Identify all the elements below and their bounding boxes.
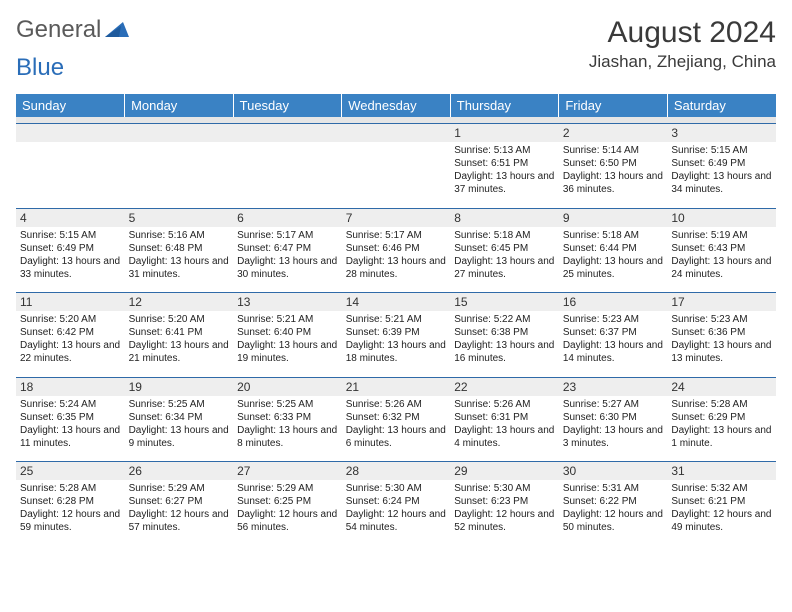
day-detail: Sunrise: 5:26 AM Sunset: 6:32 PM Dayligh… bbox=[342, 396, 451, 462]
day-detail: Sunrise: 5:15 AM Sunset: 6:49 PM Dayligh… bbox=[16, 227, 125, 293]
day-number: 29 bbox=[450, 462, 559, 481]
day-number: 14 bbox=[342, 293, 451, 312]
logo-triangle-icon bbox=[105, 16, 129, 44]
week-number-row: 25262728293031 bbox=[16, 462, 776, 481]
day-number: 15 bbox=[450, 293, 559, 312]
week-detail-row: Sunrise: 5:28 AM Sunset: 6:28 PM Dayligh… bbox=[16, 480, 776, 546]
day-detail: Sunrise: 5:32 AM Sunset: 6:21 PM Dayligh… bbox=[667, 480, 776, 546]
day-number: 12 bbox=[125, 293, 234, 312]
day-detail: Sunrise: 5:20 AM Sunset: 6:42 PM Dayligh… bbox=[16, 311, 125, 377]
day-number: 5 bbox=[125, 208, 234, 227]
day-detail: Sunrise: 5:30 AM Sunset: 6:24 PM Dayligh… bbox=[342, 480, 451, 546]
day-detail: Sunrise: 5:23 AM Sunset: 6:37 PM Dayligh… bbox=[559, 311, 668, 377]
day-header: Friday bbox=[559, 94, 668, 117]
day-number: 7 bbox=[342, 208, 451, 227]
day-detail: Sunrise: 5:22 AM Sunset: 6:38 PM Dayligh… bbox=[450, 311, 559, 377]
logo: General bbox=[16, 16, 131, 44]
week-detail-row: Sunrise: 5:15 AM Sunset: 6:49 PM Dayligh… bbox=[16, 227, 776, 293]
month-title: August 2024 bbox=[589, 16, 776, 50]
day-header: Monday bbox=[125, 94, 234, 117]
day-detail: Sunrise: 5:29 AM Sunset: 6:25 PM Dayligh… bbox=[233, 480, 342, 546]
day-detail bbox=[125, 142, 234, 208]
day-header: Tuesday bbox=[233, 94, 342, 117]
calendar-weeks: 123Sunrise: 5:13 AM Sunset: 6:51 PM Dayl… bbox=[16, 123, 776, 546]
day-detail: Sunrise: 5:18 AM Sunset: 6:44 PM Dayligh… bbox=[559, 227, 668, 293]
week-number-row: 45678910 bbox=[16, 208, 776, 227]
day-detail: Sunrise: 5:23 AM Sunset: 6:36 PM Dayligh… bbox=[667, 311, 776, 377]
day-detail: Sunrise: 5:31 AM Sunset: 6:22 PM Dayligh… bbox=[559, 480, 668, 546]
day-detail: Sunrise: 5:17 AM Sunset: 6:46 PM Dayligh… bbox=[342, 227, 451, 293]
day-number: 27 bbox=[233, 462, 342, 481]
day-number: 4 bbox=[16, 208, 125, 227]
day-number: 24 bbox=[667, 377, 776, 396]
day-detail bbox=[16, 142, 125, 208]
day-number: 20 bbox=[233, 377, 342, 396]
day-detail: Sunrise: 5:17 AM Sunset: 6:47 PM Dayligh… bbox=[233, 227, 342, 293]
week-detail-row: Sunrise: 5:20 AM Sunset: 6:42 PM Dayligh… bbox=[16, 311, 776, 377]
day-detail: Sunrise: 5:30 AM Sunset: 6:23 PM Dayligh… bbox=[450, 480, 559, 546]
day-number: 9 bbox=[559, 208, 668, 227]
day-detail: Sunrise: 5:14 AM Sunset: 6:50 PM Dayligh… bbox=[559, 142, 668, 208]
day-detail: Sunrise: 5:15 AM Sunset: 6:49 PM Dayligh… bbox=[667, 142, 776, 208]
logo-text-blue: Blue bbox=[16, 54, 64, 81]
day-detail: Sunrise: 5:16 AM Sunset: 6:48 PM Dayligh… bbox=[125, 227, 234, 293]
day-number: 11 bbox=[16, 293, 125, 312]
day-number: 10 bbox=[667, 208, 776, 227]
day-number: 17 bbox=[667, 293, 776, 312]
day-number: 18 bbox=[16, 377, 125, 396]
day-detail: Sunrise: 5:24 AM Sunset: 6:35 PM Dayligh… bbox=[16, 396, 125, 462]
day-number: 13 bbox=[233, 293, 342, 312]
calendar-table: Sunday Monday Tuesday Wednesday Thursday… bbox=[16, 94, 776, 123]
week-number-row: 18192021222324 bbox=[16, 377, 776, 396]
day-detail: Sunrise: 5:26 AM Sunset: 6:31 PM Dayligh… bbox=[450, 396, 559, 462]
day-number: 22 bbox=[450, 377, 559, 396]
day-number: 23 bbox=[559, 377, 668, 396]
day-detail: Sunrise: 5:27 AM Sunset: 6:30 PM Dayligh… bbox=[559, 396, 668, 462]
day-number: 21 bbox=[342, 377, 451, 396]
day-detail: Sunrise: 5:29 AM Sunset: 6:27 PM Dayligh… bbox=[125, 480, 234, 546]
day-number: 8 bbox=[450, 208, 559, 227]
day-number: 2 bbox=[559, 124, 668, 143]
day-detail: Sunrise: 5:20 AM Sunset: 6:41 PM Dayligh… bbox=[125, 311, 234, 377]
day-number bbox=[233, 124, 342, 143]
week-number-row: 11121314151617 bbox=[16, 293, 776, 312]
logo-text-general: General bbox=[16, 16, 101, 44]
day-header-row: Sunday Monday Tuesday Wednesday Thursday… bbox=[16, 94, 776, 117]
day-detail: Sunrise: 5:25 AM Sunset: 6:33 PM Dayligh… bbox=[233, 396, 342, 462]
day-header: Thursday bbox=[450, 94, 559, 117]
day-header: Sunday bbox=[16, 94, 125, 117]
day-number: 30 bbox=[559, 462, 668, 481]
week-number-row: 123 bbox=[16, 124, 776, 143]
day-detail: Sunrise: 5:28 AM Sunset: 6:29 PM Dayligh… bbox=[667, 396, 776, 462]
day-number: 28 bbox=[342, 462, 451, 481]
day-number: 16 bbox=[559, 293, 668, 312]
day-detail bbox=[233, 142, 342, 208]
day-detail: Sunrise: 5:19 AM Sunset: 6:43 PM Dayligh… bbox=[667, 227, 776, 293]
day-header: Wednesday bbox=[342, 94, 451, 117]
day-number: 1 bbox=[450, 124, 559, 143]
day-detail: Sunrise: 5:28 AM Sunset: 6:28 PM Dayligh… bbox=[16, 480, 125, 546]
calendar-page: General August 2024 Jiashan, Zhejiang, C… bbox=[0, 0, 792, 546]
week-detail-row: Sunrise: 5:24 AM Sunset: 6:35 PM Dayligh… bbox=[16, 396, 776, 462]
day-detail: Sunrise: 5:21 AM Sunset: 6:40 PM Dayligh… bbox=[233, 311, 342, 377]
day-number: 6 bbox=[233, 208, 342, 227]
day-number: 26 bbox=[125, 462, 234, 481]
day-number bbox=[125, 124, 234, 143]
day-detail: Sunrise: 5:21 AM Sunset: 6:39 PM Dayligh… bbox=[342, 311, 451, 377]
day-detail: Sunrise: 5:18 AM Sunset: 6:45 PM Dayligh… bbox=[450, 227, 559, 293]
day-number: 3 bbox=[667, 124, 776, 143]
week-detail-row: Sunrise: 5:13 AM Sunset: 6:51 PM Dayligh… bbox=[16, 142, 776, 208]
day-number: 25 bbox=[16, 462, 125, 481]
day-number bbox=[16, 124, 125, 143]
day-detail bbox=[342, 142, 451, 208]
day-header: Saturday bbox=[667, 94, 776, 117]
day-detail: Sunrise: 5:13 AM Sunset: 6:51 PM Dayligh… bbox=[450, 142, 559, 208]
day-detail: Sunrise: 5:25 AM Sunset: 6:34 PM Dayligh… bbox=[125, 396, 234, 462]
day-number: 19 bbox=[125, 377, 234, 396]
day-number: 31 bbox=[667, 462, 776, 481]
day-number bbox=[342, 124, 451, 143]
